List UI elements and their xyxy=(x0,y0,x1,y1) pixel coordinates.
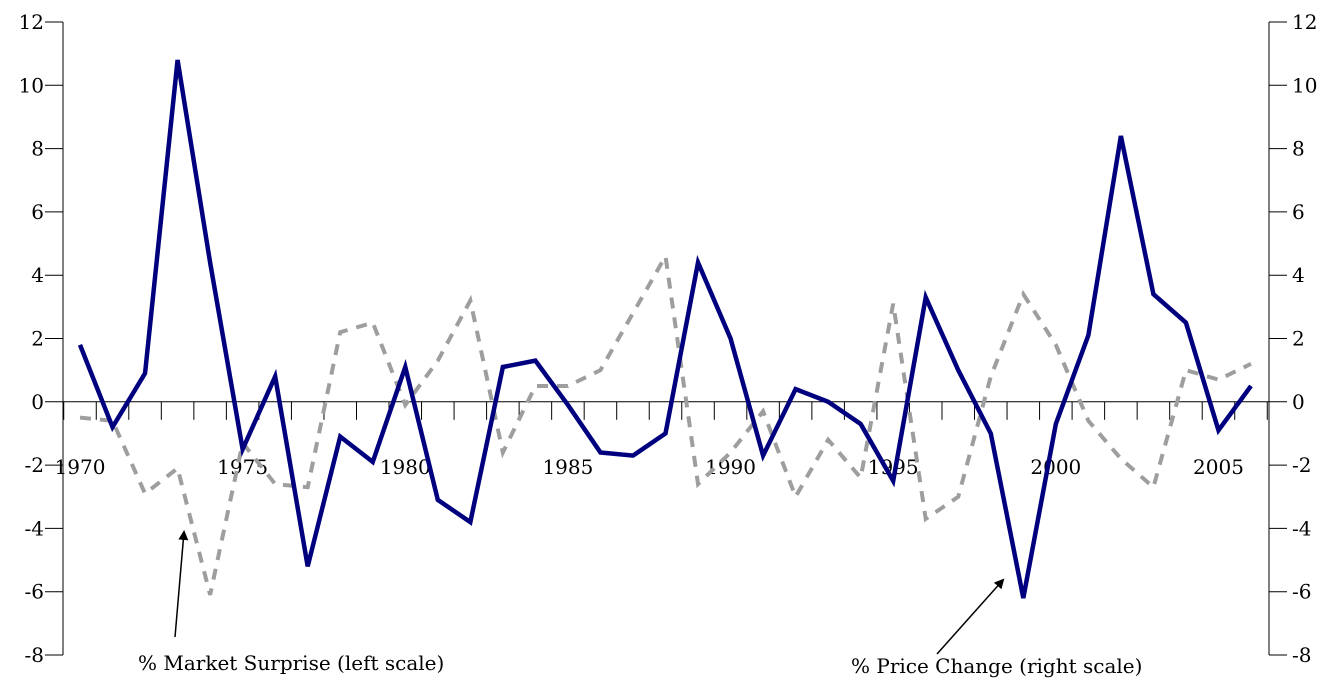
x-tick-label: 2005 xyxy=(1193,455,1244,479)
right-y-tick-label: 12 xyxy=(1292,10,1317,34)
axes: 12 12 10 10 8 8 6 6 4 4 2 2 0 0 -2 -2 -4 -4 -6 -6 -8 -8 1970 19… xyxy=(19,10,1318,667)
series-price-change-line xyxy=(77,59,1253,599)
right-y-tick-label: 4 xyxy=(1292,263,1305,287)
right-y-tick-label: 6 xyxy=(1292,200,1305,224)
left-y-tick-label: 4 xyxy=(31,263,44,287)
annotation-price-change-label: % Price Change (right scale) xyxy=(851,654,1142,678)
left-y-tick-label: 2 xyxy=(31,327,44,351)
left-y-tick-label: -6 xyxy=(25,580,44,604)
left-y-tick-label: -8 xyxy=(25,643,44,667)
left-y-tick-label: -4 xyxy=(25,516,44,540)
x-tick-label: 1970 xyxy=(55,455,106,479)
left-y-tick-label: 0 xyxy=(31,390,44,414)
left-y-tick-label: -2 xyxy=(25,453,44,477)
annotation-price-change-arrow xyxy=(936,578,1005,655)
series-market-surprise-line xyxy=(79,250,1252,596)
annotation-market-surprise-arrow xyxy=(174,530,189,638)
right-y-tick-label: -2 xyxy=(1292,453,1311,477)
right-y-tick-label: -6 xyxy=(1292,580,1311,604)
x-tick-label: 1980 xyxy=(380,455,431,479)
right-y-tick-label: 8 xyxy=(1292,137,1305,161)
series-group xyxy=(77,59,1253,599)
left-y-tick-label: 12 xyxy=(19,10,44,34)
x-tick-label: 2000 xyxy=(1030,455,1081,479)
annotation-market-surprise-label: % Market Surprise (left scale) xyxy=(138,651,444,675)
right-y-tick-label: 2 xyxy=(1292,327,1305,351)
right-y-tick-label: -4 xyxy=(1292,516,1311,540)
right-y-tick-label: 0 xyxy=(1292,390,1305,414)
right-y-tick-label: 10 xyxy=(1292,73,1317,97)
x-tick-label: 1985 xyxy=(542,455,593,479)
annotations: % Market Surprise (left scale) % Price Ch… xyxy=(138,530,1142,678)
left-y-tick-label: 10 xyxy=(19,73,44,97)
left-y-tick-label: 6 xyxy=(31,200,44,224)
right-y-tick-label: -8 xyxy=(1292,643,1311,667)
left-y-tick-label: 8 xyxy=(31,137,44,161)
x-tick-label: 1990 xyxy=(705,455,756,479)
